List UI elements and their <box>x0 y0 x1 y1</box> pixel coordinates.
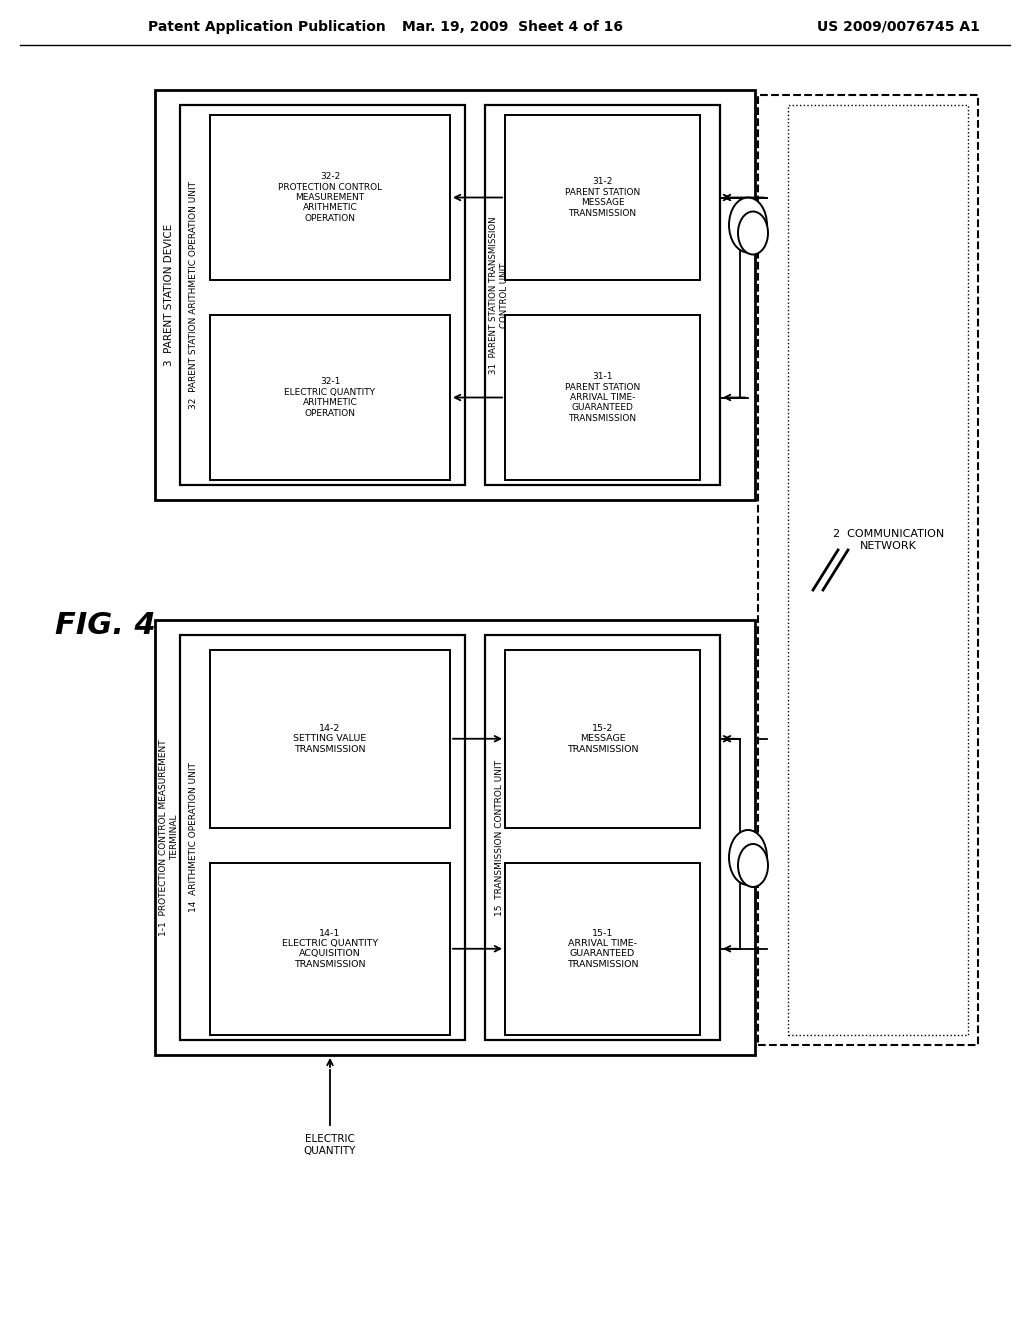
Text: ELECTRIC
QUANTITY: ELECTRIC QUANTITY <box>304 1134 356 1156</box>
Text: 14  ARITHMETIC OPERATION UNIT: 14 ARITHMETIC OPERATION UNIT <box>189 763 199 912</box>
Bar <box>155 620 755 1055</box>
Bar <box>210 315 450 480</box>
Bar <box>180 106 465 484</box>
Text: 31-1
PARENT STATION
ARRIVAL TIME-
GUARANTEED
TRANSMISSION: 31-1 PARENT STATION ARRIVAL TIME- GUARAN… <box>565 372 640 422</box>
Text: 31-2
PARENT STATION
MESSAGE
TRANSMISSION: 31-2 PARENT STATION MESSAGE TRANSMISSION <box>565 177 640 218</box>
Text: 32-2
PROTECTION CONTROL
MEASUREMENT
ARITHMETIC
OPERATION: 32-2 PROTECTION CONTROL MEASUREMENT ARIT… <box>278 172 382 223</box>
Text: 15  TRANSMISSION CONTROL UNIT: 15 TRANSMISSION CONTROL UNIT <box>495 759 504 916</box>
Bar <box>505 649 700 828</box>
Bar <box>210 649 450 828</box>
Ellipse shape <box>729 830 767 884</box>
Text: FIG. 4: FIG. 4 <box>54 610 156 639</box>
Ellipse shape <box>738 211 768 255</box>
Text: 14-2
SETTING VALUE
TRANSMISSION: 14-2 SETTING VALUE TRANSMISSION <box>293 723 367 754</box>
Text: 2  COMMUNICATION
NETWORK: 2 COMMUNICATION NETWORK <box>833 529 944 550</box>
Text: Patent Application Publication: Patent Application Publication <box>148 20 386 34</box>
Bar <box>788 106 968 1035</box>
Ellipse shape <box>738 843 768 887</box>
Text: 1-1  PROTECTION CONTROL MEASUREMENT
TERMINAL: 1-1 PROTECTION CONTROL MEASUREMENT TERMI… <box>160 739 179 936</box>
Ellipse shape <box>729 198 767 252</box>
Bar <box>758 95 978 1045</box>
Text: 14-1
ELECTRIC QUANTITY
ACQUISITION
TRANSMISSION: 14-1 ELECTRIC QUANTITY ACQUISITION TRANS… <box>282 929 378 969</box>
Text: 32-1
ELECTRIC QUANTITY
ARITHMETIC
OPERATION: 32-1 ELECTRIC QUANTITY ARITHMETIC OPERAT… <box>285 378 376 417</box>
Bar <box>210 115 450 280</box>
Bar <box>505 315 700 480</box>
Text: 3  PARENT STATION DEVICE: 3 PARENT STATION DEVICE <box>164 224 174 366</box>
Bar <box>180 635 465 1040</box>
Bar <box>210 862 450 1035</box>
Bar <box>155 90 755 500</box>
Text: Mar. 19, 2009  Sheet 4 of 16: Mar. 19, 2009 Sheet 4 of 16 <box>401 20 623 34</box>
Bar <box>485 106 720 484</box>
Text: 32  PARENT STATION ARITHMETIC OPERATION UNIT: 32 PARENT STATION ARITHMETIC OPERATION U… <box>189 181 199 409</box>
Text: 31  PARENT STATION TRANSMISSION
CONTROL UNIT: 31 PARENT STATION TRANSMISSION CONTROL U… <box>489 216 509 374</box>
Text: US 2009/0076745 A1: US 2009/0076745 A1 <box>817 20 980 34</box>
Bar <box>505 115 700 280</box>
Bar <box>505 862 700 1035</box>
Bar <box>485 635 720 1040</box>
Text: 15-2
MESSAGE
TRANSMISSION: 15-2 MESSAGE TRANSMISSION <box>566 723 638 754</box>
Text: 15-1
ARRIVAL TIME-
GUARANTEED
TRANSMISSION: 15-1 ARRIVAL TIME- GUARANTEED TRANSMISSI… <box>566 929 638 969</box>
